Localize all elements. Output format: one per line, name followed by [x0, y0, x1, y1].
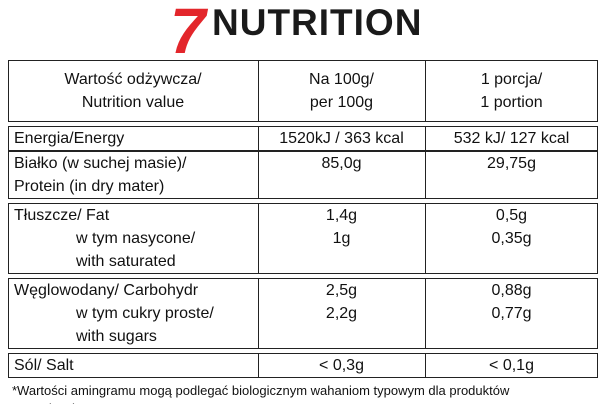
column-header: Na 100g/: [309, 71, 374, 88]
table-box: [8, 151, 598, 199]
footnote: naturalnych.: [12, 400, 83, 404]
column-divider: [425, 151, 426, 199]
column-divider: [258, 353, 259, 378]
value-per-100g: < 0,3g: [319, 357, 364, 374]
value-per-100g: 2,2g: [325, 305, 358, 322]
column-divider: [425, 203, 426, 274]
row-label: Sól/ Salt: [14, 357, 74, 374]
column-divider: [425, 60, 426, 122]
column-divider: [258, 151, 259, 199]
column-divider: [425, 126, 426, 151]
value-portion: 532 kJ/ 127 kcal: [453, 130, 570, 147]
value-portion: < 0,1g: [489, 357, 534, 374]
value-per-100g: 85,0g: [321, 155, 362, 172]
value-per-100g: 1,4g: [325, 207, 358, 224]
column-header: Nutrition value: [81, 94, 185, 111]
column-divider: [258, 60, 259, 122]
value-portion: 29,75g: [487, 155, 536, 172]
row-label: Energia/Energy: [14, 130, 125, 147]
value-portion: 0,77g: [491, 305, 532, 322]
column-header: per 100g: [309, 94, 374, 111]
table-box: [8, 203, 598, 274]
column-divider: [258, 278, 259, 349]
table-box: [8, 60, 598, 122]
row-label: Tłuszcze/ Fat: [14, 207, 110, 224]
value-portion: 0,88g: [491, 282, 532, 299]
row-label: Białko (w suchej masie)/: [14, 155, 187, 172]
column-header: Wartość odżywcza/: [64, 71, 202, 88]
column-header: 1 porcja/: [480, 71, 543, 88]
column-header: 1 portion: [480, 94, 543, 111]
row-label: w tym nasycone/: [76, 230, 196, 247]
logo-digit: 7: [170, 0, 206, 67]
table-box: [8, 353, 598, 378]
column-divider: [258, 203, 259, 274]
row-label: Węglowodany/ Carbohydr: [14, 282, 199, 299]
row-label: with saturated: [76, 253, 176, 270]
value-per-100g: 1520kJ / 363 kcal: [279, 130, 404, 147]
table-box: [8, 126, 598, 151]
value-per-100g: 1g: [332, 230, 351, 247]
value-portion: 0,5g: [495, 207, 528, 224]
table-box: [8, 278, 598, 349]
column-divider: [258, 126, 259, 151]
row-label: w tym cukry proste/: [76, 305, 214, 322]
column-divider: [425, 353, 426, 378]
logo-text: NUTRITION: [212, 2, 423, 43]
value-per-100g: 2,5g: [325, 282, 358, 299]
column-divider: [425, 278, 426, 349]
footnote: *Wartości amingramu mogą podlegać biolog…: [12, 383, 510, 398]
value-portion: 0,35g: [491, 230, 532, 247]
row-label: with sugars: [76, 328, 157, 345]
row-label: Protein (in dry mater): [14, 178, 165, 195]
